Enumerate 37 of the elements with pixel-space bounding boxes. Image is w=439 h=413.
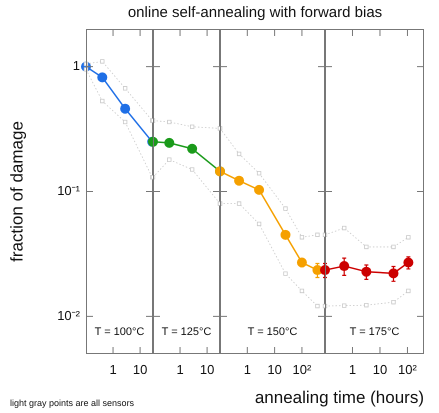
point: [406, 288, 411, 294]
point: [342, 226, 346, 230]
y-tick-label: 1: [72, 58, 80, 74]
point: [190, 124, 194, 129]
x-tick-label: 1: [348, 362, 356, 378]
x-axis-title: annealing time (hours): [254, 388, 424, 408]
annotation: T = 150°C: [248, 326, 298, 338]
x-tick-label: 10²: [398, 362, 418, 378]
point: [187, 144, 198, 154]
y-tick-label: 10⁻¹: [57, 183, 81, 198]
x-tick-label: 1: [109, 362, 117, 378]
x-tick-label: 1: [176, 362, 184, 378]
x-tick-label: 10: [132, 362, 148, 378]
text: online self-annealing with forward bias: [126, 4, 384, 21]
y-axis-title: fraction of damage: [8, 121, 27, 262]
point: [236, 152, 242, 156]
point: [406, 235, 411, 240]
x-tick-label: 10: [267, 362, 282, 378]
annotation: T = 100°C: [94, 326, 144, 338]
x-tick-label: 10²: [292, 362, 312, 378]
x-tick-label: 10: [200, 362, 214, 378]
point: [364, 303, 369, 308]
point: [256, 222, 262, 226]
point: [315, 232, 320, 237]
point: [254, 184, 264, 195]
x-tick-label: 10: [372, 362, 388, 378]
point: [236, 201, 242, 206]
annotation: T = 175°C: [350, 326, 400, 338]
point: [256, 171, 262, 176]
text: light gray points are all sensors: [10, 398, 134, 408]
point: [342, 303, 346, 308]
point: [234, 176, 244, 186]
y-tick-label: 10⁻²: [57, 308, 81, 323]
x-tick-label: 1: [244, 362, 251, 378]
annotation: T = 125°C: [162, 326, 212, 338]
point: [190, 167, 194, 172]
point: [364, 244, 369, 250]
